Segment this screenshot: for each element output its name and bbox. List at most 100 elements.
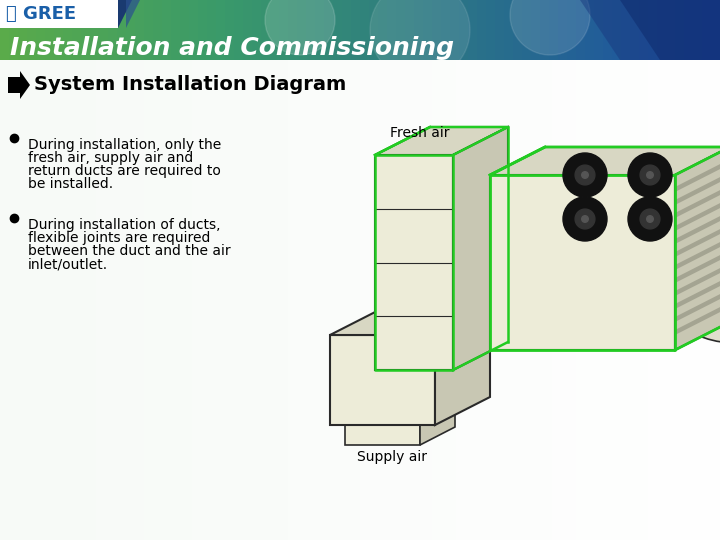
Bar (48, 60, 74, 540)
Bar (387, 0, 397, 60)
Bar (240, 60, 266, 540)
Circle shape (582, 215, 588, 222)
Bar (693, 0, 703, 60)
Polygon shape (675, 198, 720, 231)
Polygon shape (675, 289, 720, 322)
Bar (153, 0, 163, 60)
Text: flexible joints are required: flexible joints are required (28, 231, 210, 245)
Bar (432, 60, 458, 540)
Polygon shape (675, 211, 720, 244)
Bar (504, 60, 530, 540)
Bar (108, 0, 118, 60)
Bar (495, 0, 505, 60)
Text: fresh air, supply air and: fresh air, supply air and (28, 151, 193, 165)
Bar (279, 0, 289, 60)
Bar (648, 0, 658, 60)
Bar (90, 0, 100, 60)
Bar (468, 0, 478, 60)
Bar (189, 0, 199, 60)
Bar (624, 60, 650, 540)
Polygon shape (675, 263, 720, 296)
Bar (459, 0, 469, 60)
Bar (126, 0, 136, 60)
Bar (27, 0, 37, 60)
Bar (414, 0, 424, 60)
Bar (198, 0, 208, 60)
Bar (270, 0, 280, 60)
Circle shape (640, 209, 660, 229)
Bar (432, 0, 442, 60)
Bar (684, 0, 694, 60)
Bar (360, 60, 386, 540)
Text: Ⓖ GREE: Ⓖ GREE (6, 5, 76, 23)
Polygon shape (620, 0, 720, 60)
Polygon shape (580, 0, 720, 60)
Bar (558, 0, 568, 60)
Bar (63, 0, 73, 60)
Bar (450, 0, 460, 60)
Bar (480, 60, 506, 540)
Bar (351, 0, 361, 60)
Bar (630, 0, 640, 60)
Bar (252, 0, 262, 60)
Bar (603, 0, 613, 60)
Polygon shape (675, 302, 720, 335)
Circle shape (265, 0, 335, 55)
Bar (549, 0, 559, 60)
Bar (657, 0, 667, 60)
Bar (162, 0, 172, 60)
Bar (522, 0, 532, 60)
Bar (600, 60, 626, 540)
Polygon shape (675, 237, 720, 270)
Polygon shape (453, 240, 490, 295)
Bar (594, 0, 604, 60)
Bar (117, 0, 127, 60)
Bar (702, 0, 712, 60)
Bar (144, 60, 170, 540)
Bar (675, 0, 685, 60)
Bar (441, 0, 451, 60)
Text: be installed.: be installed. (28, 177, 113, 191)
Bar (696, 60, 720, 540)
Bar (672, 60, 698, 540)
Bar (378, 0, 388, 60)
Bar (81, 0, 91, 60)
Bar (288, 60, 314, 540)
Circle shape (647, 215, 653, 222)
Bar (36, 0, 46, 60)
Bar (216, 0, 226, 60)
Bar (333, 0, 343, 60)
Circle shape (628, 153, 672, 197)
Polygon shape (675, 250, 720, 283)
Bar (312, 60, 338, 540)
Bar (72, 60, 98, 540)
Circle shape (575, 165, 595, 185)
Bar (306, 0, 316, 60)
Bar (243, 0, 253, 60)
Bar (0, 60, 26, 540)
Bar (666, 0, 676, 60)
Polygon shape (490, 147, 720, 175)
Bar (24, 60, 50, 540)
Circle shape (563, 153, 607, 197)
Polygon shape (118, 0, 132, 28)
Bar (225, 0, 235, 60)
Bar (297, 0, 307, 60)
Bar (711, 0, 720, 60)
Bar (135, 0, 145, 60)
Bar (621, 0, 631, 60)
Bar (192, 60, 218, 540)
Polygon shape (420, 372, 455, 445)
Bar (639, 0, 649, 60)
Bar (342, 0, 352, 60)
Circle shape (575, 209, 595, 229)
Text: Supply air: Supply air (357, 450, 427, 464)
Polygon shape (675, 224, 720, 257)
Text: System Installation Diagram: System Installation Diagram (34, 76, 346, 94)
Bar (54, 0, 64, 60)
Bar (120, 60, 146, 540)
Bar (0, 0, 118, 28)
Bar (234, 0, 244, 60)
Bar (486, 0, 496, 60)
Circle shape (640, 165, 660, 185)
